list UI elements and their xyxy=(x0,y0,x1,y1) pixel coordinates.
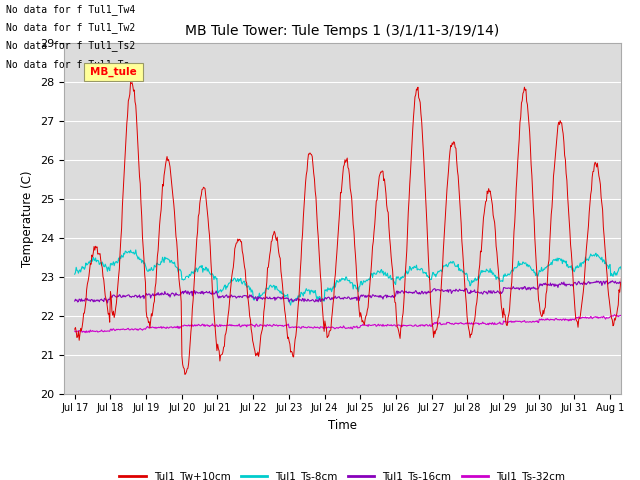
Y-axis label: Temperature (C): Temperature (C) xyxy=(22,170,35,267)
X-axis label: Time: Time xyxy=(328,419,357,432)
Text: No data for f Tul1_Tw4: No data for f Tul1_Tw4 xyxy=(6,4,136,15)
Text: No data for f Tul1_Ts: No data for f Tul1_Ts xyxy=(6,59,130,70)
Text: No data for f Tul1_Tw2: No data for f Tul1_Tw2 xyxy=(6,22,136,33)
Text: No data for f Tul1_Ts2: No data for f Tul1_Ts2 xyxy=(6,40,136,51)
Title: MB Tule Tower: Tule Temps 1 (3/1/11-3/19/14): MB Tule Tower: Tule Temps 1 (3/1/11-3/19… xyxy=(185,24,500,38)
Text: MB_tule: MB_tule xyxy=(90,67,137,77)
Legend: Tul1_Tw+10cm, Tul1_Ts-8cm, Tul1_Ts-16cm, Tul1_Ts-32cm: Tul1_Tw+10cm, Tul1_Ts-8cm, Tul1_Ts-16cm,… xyxy=(115,467,570,480)
